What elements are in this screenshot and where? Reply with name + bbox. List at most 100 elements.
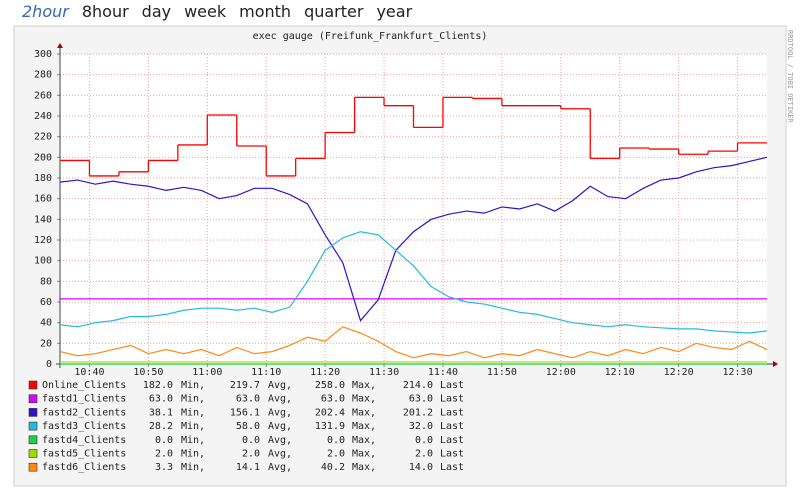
legend-stat: 38.1 xyxy=(149,407,173,418)
y-tick-label: 60 xyxy=(40,297,52,308)
range-tab[interactable]: day xyxy=(141,2,172,21)
series-line xyxy=(59,231,768,334)
legend-stat-label: Max, xyxy=(352,421,376,432)
legend-name: Online_Clients xyxy=(42,380,126,391)
legend-swatch xyxy=(28,394,38,404)
legend-stat-label: Max, xyxy=(352,407,376,418)
legend-stat: 28.2 xyxy=(149,421,173,432)
legend-stat: 40.2 xyxy=(321,462,345,473)
legend-stat-label: Last xyxy=(440,407,464,418)
legend-stat-label: Avg, xyxy=(268,435,292,446)
legend-stat-label: Last xyxy=(440,435,464,446)
range-tab[interactable]: 8hour xyxy=(81,2,129,21)
y-tick-label: 220 xyxy=(34,132,52,143)
legend-stat: 63.0 xyxy=(321,394,345,405)
legend-stat: 63.0 xyxy=(409,394,433,405)
legend-stat-label: Max, xyxy=(352,380,376,391)
legend-stat: 2.0 xyxy=(327,449,345,460)
y-tick-label: 40 xyxy=(40,318,52,329)
range-tab[interactable]: week xyxy=(184,2,227,21)
x-tick-label: 12:20 xyxy=(664,367,694,378)
y-tick-label: 20 xyxy=(40,338,52,349)
legend-stat: 0.0 xyxy=(327,435,345,446)
legend-swatch xyxy=(28,462,38,472)
legend-stat: 131.9 xyxy=(315,421,345,432)
legend-stat-label: Min, xyxy=(181,394,205,405)
legend-stat: 0.0 xyxy=(415,435,433,446)
range-tab[interactable]: year xyxy=(376,2,413,21)
y-tick-label: 240 xyxy=(34,111,52,122)
legend-name: fastd4_Clients xyxy=(42,435,126,446)
legend-stat-label: Last xyxy=(440,449,464,460)
x-tick-label: 11:40 xyxy=(428,367,458,378)
y-tick-label: 260 xyxy=(34,90,52,101)
legend-stat: 2.0 xyxy=(155,449,173,460)
legend-stat-label: Min, xyxy=(181,435,205,446)
range-tab[interactable]: quarter xyxy=(304,2,364,21)
x-tick-label: 10:40 xyxy=(74,367,104,378)
legend-stat-label: Last xyxy=(440,462,464,473)
legend-stat-label: Min, xyxy=(181,380,205,391)
y-tick-label: 180 xyxy=(34,173,52,184)
chart-title: exec gauge (Freifunk_Frankfurt_Clients) xyxy=(253,31,488,42)
legend-stat-label: Avg, xyxy=(268,394,292,405)
plot-area xyxy=(60,54,767,364)
legend-stat-label: Min, xyxy=(181,407,205,418)
legend-stat-label: Min, xyxy=(181,462,205,473)
legend-stat-label: Max, xyxy=(352,394,376,405)
legend-stat-label: Min, xyxy=(181,421,205,432)
series-line xyxy=(59,326,768,359)
range-tabs: 2hour 8hour day week month quarter year xyxy=(22,2,412,21)
legend-stat-label: Avg, xyxy=(268,407,292,418)
legend-stat: 63.0 xyxy=(236,394,260,405)
legend-stat: 2.0 xyxy=(415,449,433,460)
legend-stat-label: Last xyxy=(440,380,464,391)
y-tick-label: 0 xyxy=(46,359,52,370)
legend-name: fastd2_Clients xyxy=(42,407,126,418)
x-tick-label: 12:30 xyxy=(722,367,752,378)
y-tick-label: 300 xyxy=(34,49,52,60)
legend-stat: 258.0 xyxy=(315,380,345,391)
legend-stat: 202.4 xyxy=(315,407,345,418)
y-tick-label: 120 xyxy=(34,235,52,246)
legend-stat: 32.0 xyxy=(409,421,433,432)
legend-swatch xyxy=(28,435,38,445)
legend-stat-label: Max, xyxy=(352,462,376,473)
watermark: RRDTOOL / TOBI OETIKER xyxy=(786,30,794,124)
legend-stat: 2.0 xyxy=(242,449,260,460)
x-tick-label: 11:00 xyxy=(192,367,222,378)
legend-swatch xyxy=(28,421,38,431)
x-tick-label: 11:30 xyxy=(369,367,399,378)
legend-stat-label: Avg, xyxy=(268,462,292,473)
legend-stat: 14.1 xyxy=(236,462,260,473)
legend-swatch xyxy=(28,380,38,390)
x-tick-label: 11:50 xyxy=(487,367,517,378)
range-tab[interactable]: month xyxy=(239,2,292,21)
y-tick-label: 100 xyxy=(34,256,52,267)
legend-stat: 214.0 xyxy=(403,380,433,391)
legend-swatch xyxy=(28,449,38,458)
legend-swatch xyxy=(28,408,38,417)
y-tick-label: 280 xyxy=(34,70,52,81)
x-tick-label: 11:10 xyxy=(251,367,281,378)
legend-stat-label: Last xyxy=(440,394,464,405)
legend-stat: 0.0 xyxy=(242,435,260,446)
legend-stat-label: Max, xyxy=(352,435,376,446)
range-tab[interactable]: 2hour xyxy=(22,2,69,21)
x-tick-label: 12:00 xyxy=(546,367,576,378)
x-tick-label: 10:50 xyxy=(133,367,163,378)
axis-arrow xyxy=(773,361,778,367)
legend-stat-label: Min, xyxy=(181,449,205,460)
y-tick-label: 80 xyxy=(40,276,52,287)
legend-stat: 219.7 xyxy=(230,380,260,391)
y-tick-label: 140 xyxy=(34,214,52,225)
x-tick-label: 11:20 xyxy=(310,367,340,378)
legend-name: fastd1_Clients xyxy=(42,394,126,405)
legend-stat: 182.0 xyxy=(143,380,173,391)
legend-stat-label: Last xyxy=(440,421,464,432)
axis-arrow xyxy=(57,43,63,48)
legend-name: fastd5_Clients xyxy=(42,449,126,460)
x-tick-label: 12:10 xyxy=(605,367,635,378)
legend-stat: 58.0 xyxy=(236,421,260,432)
